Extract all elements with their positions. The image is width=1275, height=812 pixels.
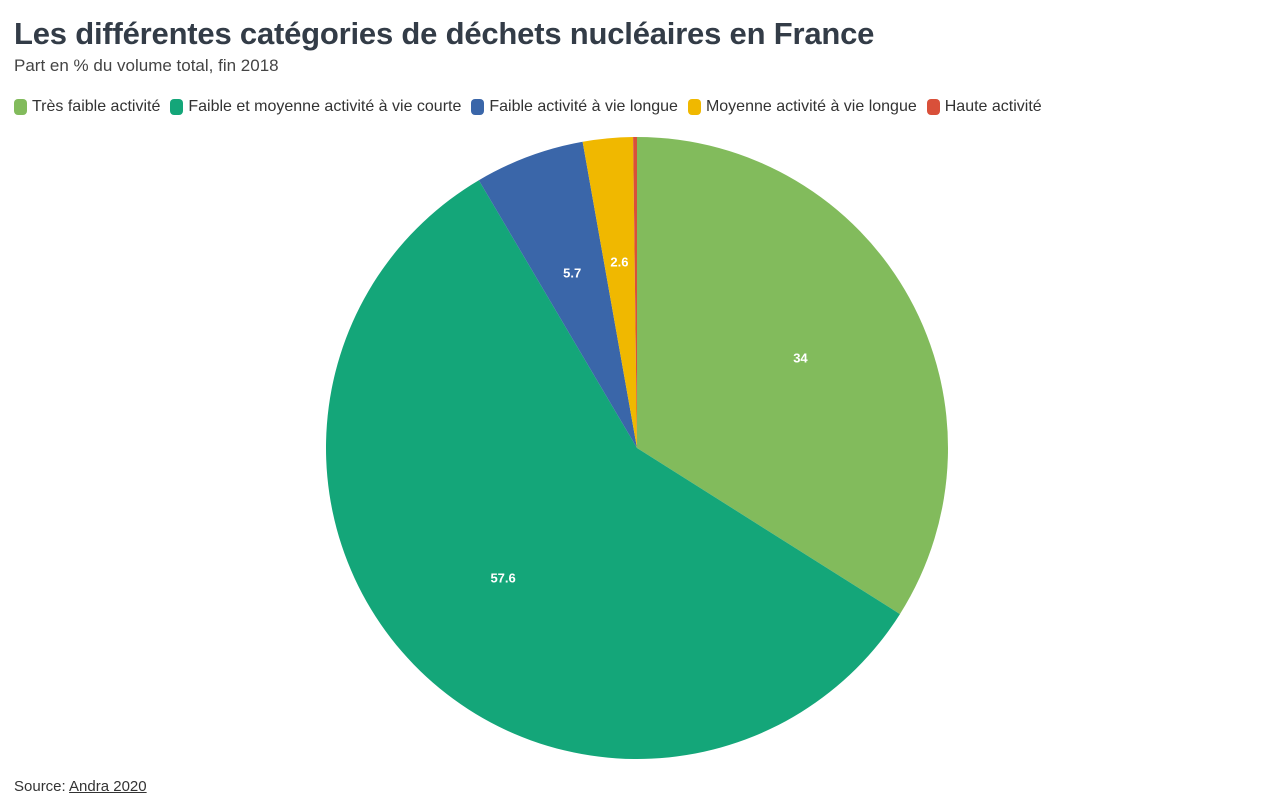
legend-label: Moyenne activité à vie longue [705, 98, 917, 115]
legend-label: Faible et moyenne activité à vie courte [188, 98, 462, 115]
legend-label: Faible activité à vie longue [489, 98, 678, 115]
source-footer: Source: Andra 2020 [14, 778, 147, 795]
chart-legend: Très faible activité Faible et moyenne ac… [14, 98, 1052, 116]
pie-slice[interactable] [326, 180, 900, 759]
pie-slice[interactable] [633, 137, 637, 448]
pie-slice[interactable] [478, 141, 637, 448]
legend-item[interactable]: Faible activité à vie longue [471, 98, 678, 116]
legend-item[interactable]: Moyenne activité à vie longue [687, 98, 917, 116]
chart-header: Les différentes catégories de déchets nu… [14, 14, 1261, 78]
source-label: Source: [14, 778, 66, 795]
chart-subtitle: Part en % du volume total, fin 2018 [14, 56, 279, 75]
pie-slice[interactable] [637, 137, 949, 615]
legend-swatch [14, 99, 27, 115]
legend-item[interactable]: Haute activité [926, 98, 1042, 116]
slice-value-label: 57.6 [490, 570, 515, 585]
legend-label: Haute activité [944, 98, 1042, 115]
source-link[interactable]: Andra 2020 [69, 778, 147, 795]
pie-chart: 34 57.6 5.7 2.6 [326, 137, 949, 759]
pie-chart-area: 34 57.6 5.7 2.6 [0, 125, 1275, 770]
legend-label: Très faible activité [32, 98, 161, 115]
chart-title: Les différentes catégories de déchets nu… [14, 16, 875, 51]
legend-swatch [926, 99, 940, 115]
slice-value-label: 5.7 [563, 266, 581, 281]
legend-swatch [170, 99, 184, 115]
pie-slice[interactable] [582, 137, 637, 448]
legend-item[interactable]: Faible et moyenne activité à vie courte [170, 98, 461, 116]
slice-value-label: 2.6 [610, 255, 628, 270]
slice-value-label: 34 [793, 350, 808, 365]
legend-swatch [471, 99, 485, 115]
legend-item[interactable]: Très faible activité [14, 98, 160, 116]
legend-swatch [687, 99, 701, 115]
